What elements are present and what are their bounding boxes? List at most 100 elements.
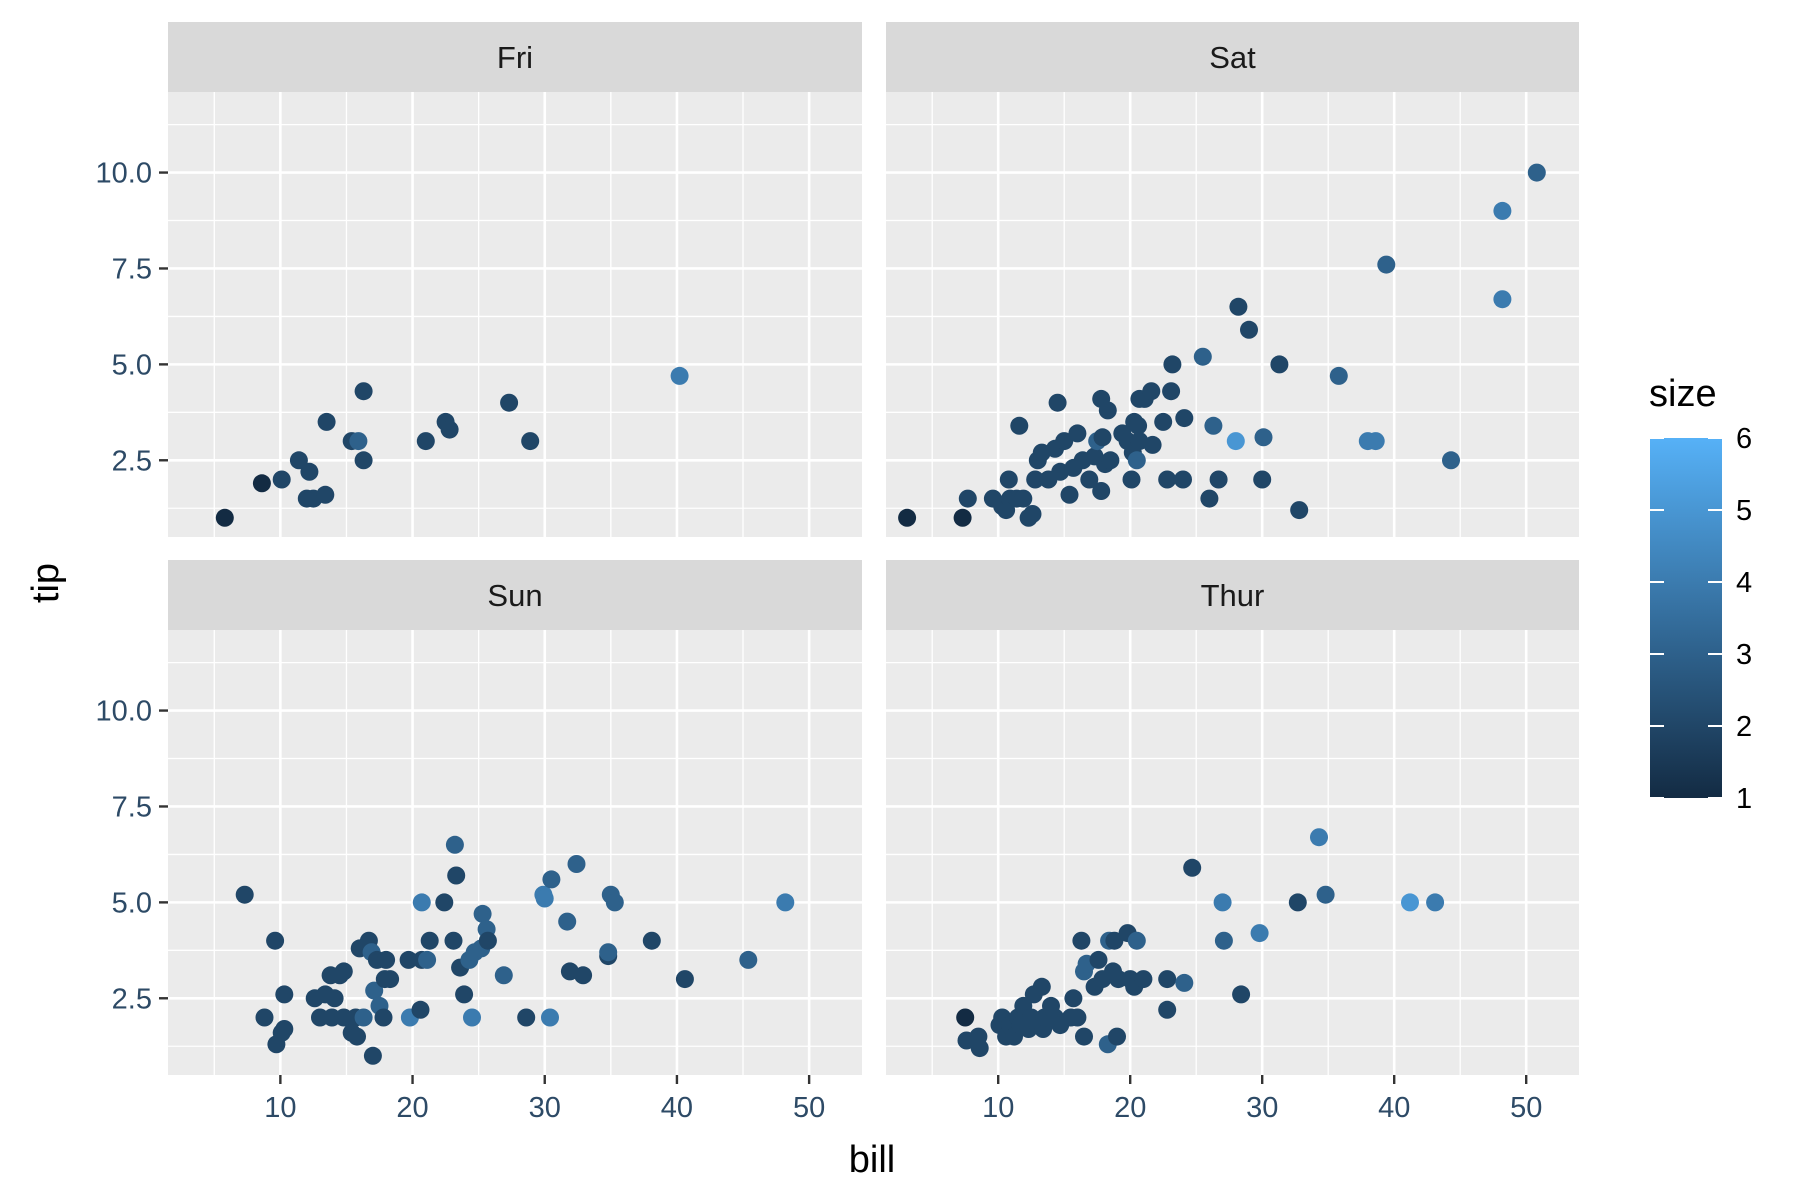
x-axis-title: bill [849,1139,895,1181]
data-point [275,985,294,1004]
facet-strip [886,22,1579,92]
data-point [970,1039,989,1058]
data-point [1068,1008,1087,1027]
data-point [1232,985,1251,1004]
data-point [1213,893,1232,912]
data-point [1127,931,1146,950]
y-tick-label: 2.5 [112,983,152,1015]
data-point [316,485,335,504]
data-point [776,893,795,912]
data-point [999,470,1018,489]
data-point [1175,973,1194,992]
data-point [445,835,464,854]
data-point [605,893,624,912]
data-point [1072,931,1091,950]
data-point [215,508,234,527]
panel-background [168,630,862,1075]
data-point [1089,950,1108,969]
data-point [325,989,344,1008]
data-point [1240,320,1258,339]
data-point [558,912,577,931]
legend-break-label: 2 [1736,711,1752,743]
data-point [1014,489,1033,508]
data-point [1064,989,1083,1008]
data-point [1092,482,1111,500]
data-point [1250,924,1269,943]
data-point [521,432,540,451]
data-point [1426,893,1445,912]
data-point [1122,470,1141,489]
x-tick-label: 10 [264,1092,296,1124]
data-point [542,870,561,889]
panel-thur: Thur [886,560,1579,1075]
facet-strip-label: Sat [1209,40,1256,75]
data-point [411,1000,430,1019]
data-point [1093,428,1112,447]
data-point [1229,297,1248,316]
data-point [1068,424,1087,443]
data-point [1290,501,1309,520]
data-point [354,1008,373,1027]
x-tick-label: 40 [1378,1092,1410,1124]
data-point [1075,1027,1093,1046]
data-point [272,470,291,489]
x-tick-label: 50 [1510,1092,1542,1124]
data-point [412,893,431,912]
data-point [354,382,373,401]
panel-sat: Sat [886,22,1579,537]
data-point [374,1008,393,1027]
data-point [365,981,384,1000]
legend-break-label: 1 [1736,783,1752,815]
facet-strip-label: Sun [487,578,542,613]
data-point [535,889,554,908]
x-tick-label: 20 [396,1092,428,1124]
data-point [1105,931,1124,950]
data-point [1253,470,1272,489]
data-point [1060,485,1079,504]
data-point [675,970,694,989]
data-point [956,1008,975,1027]
data-point [1154,412,1173,431]
data-point [1200,489,1219,508]
x-tick-label: 40 [661,1092,693,1124]
data-point [1214,931,1233,950]
x-tick-label: 20 [1114,1092,1146,1124]
data-point [1127,451,1146,470]
y-tick-label: 2.5 [112,445,152,477]
data-point [739,950,758,969]
data-point [1493,201,1512,220]
data-point [1174,470,1192,489]
data-point [420,931,439,950]
panel-background [886,630,1579,1075]
y-tick-label: 10.0 [96,696,152,728]
data-point [478,931,497,950]
data-point [1026,470,1045,489]
legend-ticks: 1 2 3 4 5 6 [1650,423,1752,815]
data-point [1329,366,1348,385]
data-point [349,432,368,451]
legend-break-label: 5 [1736,495,1752,527]
data-point [447,866,466,885]
data-point [1048,393,1067,412]
panels: Fri Sat Sun Thur [168,22,1579,1075]
data-point [418,950,437,969]
data-point [1162,382,1181,401]
data-point [599,943,618,962]
data-point [1080,470,1099,489]
y-tick-label: 5.0 [112,349,152,381]
data-point [1527,163,1546,182]
data-point [1158,970,1177,989]
data-point [1163,355,1182,374]
legend-break-label: 3 [1736,639,1752,671]
facet-strip [168,560,862,630]
data-point [275,1020,294,1038]
data-point [235,885,254,904]
axes: 2.5 5.0 7.5 10.0 2.5 5.0 7.5 10.0 10 20 30 40 50 10 20… [96,158,1543,1124]
data-point [1032,977,1051,996]
data-point [444,931,463,950]
y-tick-label: 5.0 [112,887,152,919]
data-point [642,931,661,950]
data-point [958,489,977,508]
data-point [1204,416,1223,435]
